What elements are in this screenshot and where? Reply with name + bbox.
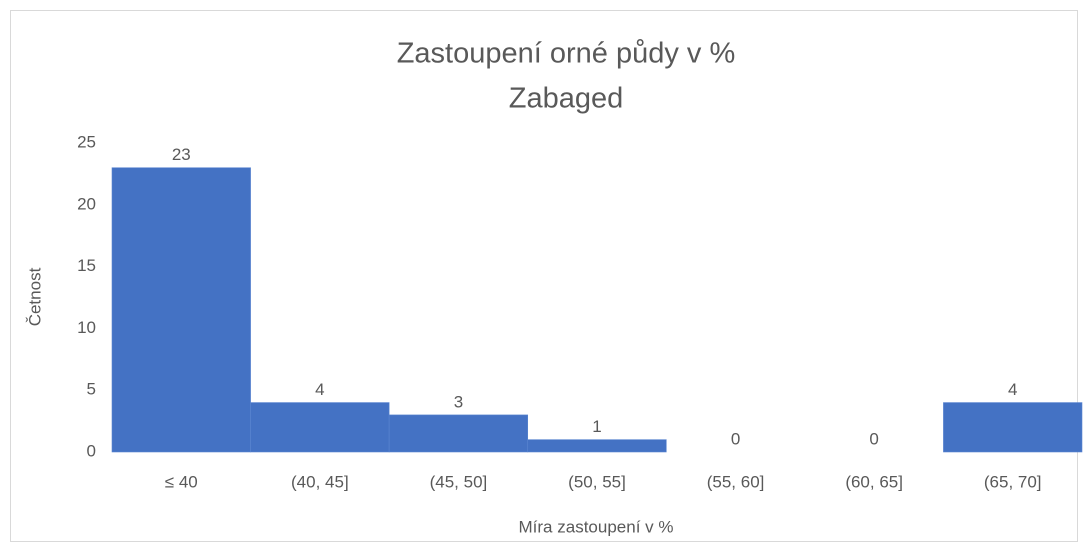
x-tick-label: (45, 50] <box>430 472 488 491</box>
y-tick-label: 20 <box>77 194 96 213</box>
y-tick-label: 25 <box>77 132 96 151</box>
x-tick-label: (65, 70] <box>984 472 1042 491</box>
bar <box>527 439 667 453</box>
x-tick-label: (55, 60] <box>707 472 765 491</box>
bar <box>388 414 529 453</box>
x-axis-title: Míra zastoupení v % <box>519 517 674 536</box>
x-tick-label: (60, 65] <box>845 472 903 491</box>
bar <box>111 167 251 453</box>
x-tick-label: ≤ 40 <box>165 472 198 491</box>
chart-subtitle: Zabaged <box>509 83 624 115</box>
data-label: 0 <box>869 429 878 448</box>
data-label: 3 <box>454 392 463 411</box>
bar <box>250 402 390 453</box>
y-tick-label: 10 <box>77 318 96 337</box>
y-tick-label: 15 <box>77 256 96 275</box>
data-label: 0 <box>731 429 740 448</box>
y-tick-label: 5 <box>87 380 96 399</box>
bar <box>943 402 1083 453</box>
y-tick-label: 0 <box>87 441 96 460</box>
data-label: 23 <box>172 145 191 164</box>
data-label: 1 <box>592 417 601 436</box>
x-tick-label: (50, 55] <box>568 472 626 491</box>
y-axis-title: Četnost <box>25 267 44 326</box>
chart-title: Zastoupení orné půdy v % <box>397 38 736 70</box>
data-label: 4 <box>315 380 324 399</box>
x-tick-label: (40, 45] <box>291 472 349 491</box>
data-label: 4 <box>1008 380 1017 399</box>
